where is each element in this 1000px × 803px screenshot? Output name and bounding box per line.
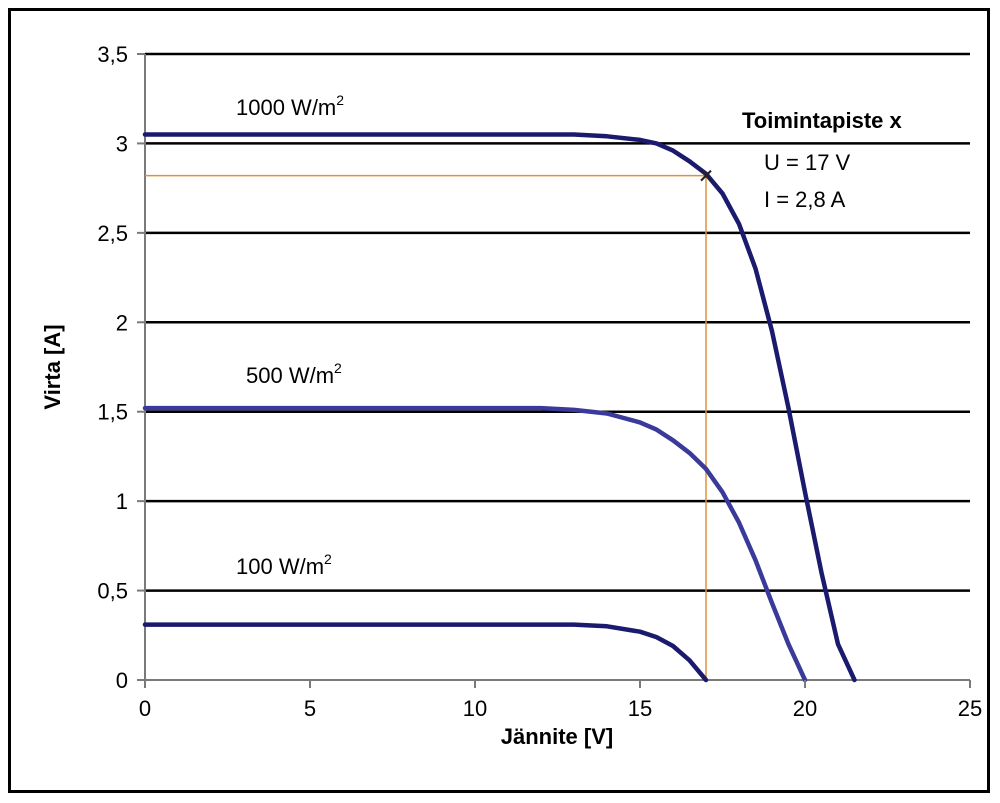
x-tick-label: 5 bbox=[304, 696, 316, 721]
series-label-superscript: 2 bbox=[334, 360, 342, 376]
y-tick-label: 3,5 bbox=[97, 42, 128, 67]
y-tick-label: 2,5 bbox=[97, 221, 128, 246]
y-tick-label: 1,5 bbox=[97, 400, 128, 425]
operating-point-guides bbox=[145, 176, 706, 680]
series-label-3: 100 W/m2 bbox=[236, 551, 332, 579]
annotation-title: Toimintapiste x bbox=[742, 108, 902, 133]
series-label-1: 1000 W/m2 bbox=[236, 92, 344, 120]
series-label-superscript: 2 bbox=[336, 92, 344, 108]
series-label-superscript: 2 bbox=[324, 551, 332, 567]
y-tick-label: 0,5 bbox=[97, 579, 128, 604]
series-label-text: 1000 W/m bbox=[236, 95, 336, 120]
y-tick-label: 3 bbox=[116, 131, 128, 156]
x-tick-label: 25 bbox=[958, 696, 982, 721]
series-label-text: 500 W/m bbox=[246, 363, 334, 388]
y-tick-label: 1 bbox=[116, 489, 128, 514]
y-tick-label: 2 bbox=[116, 310, 128, 335]
y-tick-labels: 0 0,5 1 1,5 2 2,5 3 3,5 bbox=[97, 42, 145, 693]
y-axis-title: Virta [A] bbox=[40, 324, 65, 409]
x-tick-labels: 0 5 10 15 20 25 bbox=[139, 680, 982, 721]
series-label-2: 500 W/m2 bbox=[246, 360, 342, 388]
series-layer bbox=[145, 135, 855, 681]
y-tick-label: 0 bbox=[116, 668, 128, 693]
x-tick-label: 10 bbox=[463, 696, 487, 721]
x-tick-label: 20 bbox=[793, 696, 817, 721]
annotation-current: I = 2,8 A bbox=[764, 187, 846, 212]
series-line-3 bbox=[145, 625, 706, 680]
x-axis-title: Jännite [V] bbox=[501, 724, 613, 749]
x-tick-label: 15 bbox=[628, 696, 652, 721]
series-label-text: 100 W/m bbox=[236, 554, 324, 579]
x-tick-label: 0 bbox=[139, 696, 151, 721]
annotation-voltage: U = 17 V bbox=[764, 150, 851, 175]
